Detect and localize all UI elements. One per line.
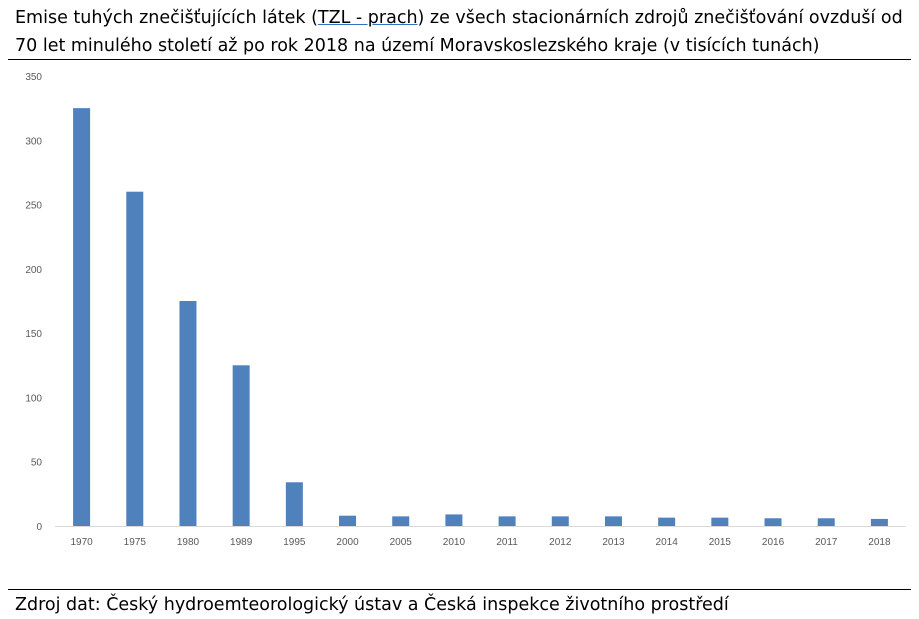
- y-tick-label: 350: [25, 72, 42, 83]
- y-tick-label: 300: [25, 136, 42, 147]
- bar-2013: [604, 516, 622, 526]
- bar-2011: [498, 516, 516, 526]
- bar-1975: [126, 191, 144, 526]
- title-text-end: ) ze všech stacionárních zdrojů znečišťo…: [15, 8, 903, 56]
- chart-title: Emise tuhých znečišťujících látek (TZL -…: [15, 4, 910, 60]
- x-tick-label: 2012: [549, 537, 572, 548]
- data-source-note: Zdroj dat: Český hydroemteorologický úst…: [15, 595, 729, 615]
- bar-2000: [339, 515, 357, 526]
- x-tick-label: 2010: [443, 537, 466, 548]
- x-tick-label: 2011: [496, 537, 518, 548]
- bar-chart: 0 50 100 150 200 250 300 350 1970 1975 1980 1989 199…: [25, 72, 906, 548]
- title-link-tzl[interactable]: TZL - prach: [317, 8, 418, 28]
- title-text-start: Emise tuhých znečišťujících látek (: [15, 8, 318, 28]
- x-tick-label: 2005: [390, 537, 413, 548]
- bar-1970: [73, 108, 91, 526]
- x-tick-label: 2013: [602, 537, 625, 548]
- x-tick-label: 2015: [709, 537, 732, 548]
- bar-2015: [711, 517, 729, 526]
- y-tick-label: 100: [25, 393, 42, 404]
- y-tick-label: 50: [31, 458, 43, 469]
- x-tick-label: 1980: [177, 537, 200, 548]
- y-tick-label: 200: [25, 265, 42, 276]
- x-tick-label: 2000: [336, 537, 359, 548]
- x-tick-label: 2014: [656, 537, 679, 548]
- x-tick-label: 1989: [230, 537, 253, 548]
- x-tick-label: 2018: [868, 537, 891, 548]
- y-tick-label: 150: [25, 329, 42, 340]
- bar-2018: [870, 518, 888, 526]
- top-divider: [8, 59, 911, 60]
- x-tick-label: 2017: [815, 537, 838, 548]
- bar-2017: [817, 518, 835, 526]
- bar-2016: [764, 518, 782, 526]
- y-tick-label: 250: [25, 201, 42, 212]
- bar-1980: [179, 301, 197, 526]
- chart-area: 0 50 100 150 200 250 300 350 1970 1975 1980 1989 199…: [8, 60, 911, 570]
- x-tick-label: 1970: [70, 537, 93, 548]
- x-tick-label: 1975: [124, 537, 147, 548]
- bar-2014: [658, 517, 676, 526]
- x-tick-label: 1995: [283, 537, 306, 548]
- bar-2005: [392, 516, 410, 526]
- bar-1989: [232, 365, 250, 526]
- bar-2012: [551, 516, 569, 526]
- y-tick-label: 0: [36, 522, 42, 533]
- x-tick-label: 2016: [762, 537, 785, 548]
- bar-1995: [285, 482, 303, 526]
- bottom-divider: [8, 589, 911, 590]
- bar-2010: [445, 514, 463, 526]
